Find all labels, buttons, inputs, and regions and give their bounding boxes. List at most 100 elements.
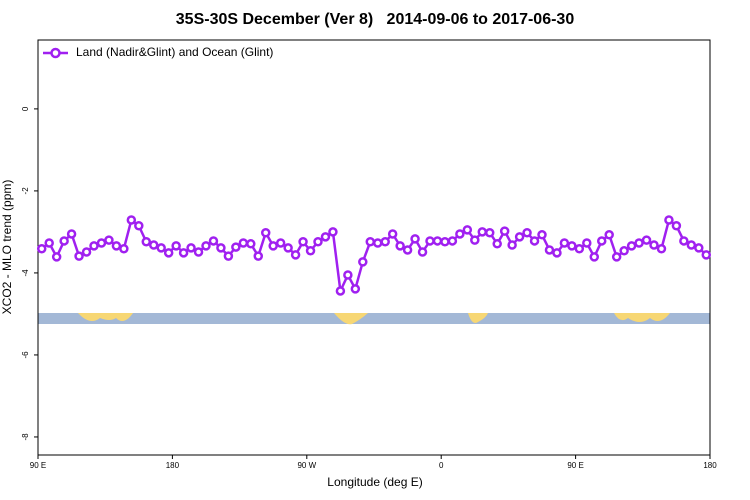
data-point (649, 240, 659, 250)
data-point (156, 243, 166, 253)
data-point (260, 227, 271, 238)
data-point (470, 235, 480, 245)
data-point (163, 248, 174, 258)
data-point (582, 238, 592, 248)
land-patch (468, 313, 488, 323)
x-axis-label: Longitude (deg E) (327, 475, 422, 489)
y-tick-label: -8 (21, 433, 30, 441)
data-point (89, 241, 99, 251)
data-point (141, 237, 152, 247)
data-point (238, 238, 249, 248)
x-tick-label: 90 E (30, 461, 46, 470)
data-point (305, 246, 316, 256)
data-point (51, 252, 62, 262)
data-point (514, 232, 525, 242)
data-point (201, 241, 211, 251)
data-point (395, 241, 405, 251)
data-point (119, 243, 129, 254)
data-point (246, 239, 256, 249)
data-point (275, 238, 286, 248)
chart-title: 35S-30S December (Ver 8) 2014-09-06 to 2… (176, 11, 575, 28)
data-point (701, 250, 712, 260)
data-point (343, 270, 353, 280)
data-point (268, 241, 278, 251)
data-point (552, 248, 562, 258)
data-point (104, 235, 114, 245)
land-patch (78, 313, 133, 322)
data-point (186, 243, 196, 253)
data-point (335, 286, 346, 296)
data-point (529, 236, 540, 246)
data-point (537, 230, 547, 240)
data-point (126, 215, 137, 225)
data-point (96, 238, 107, 248)
data-point (664, 215, 674, 225)
data-point (66, 229, 77, 239)
y-tick-label: -6 (21, 351, 30, 359)
data-point (380, 237, 390, 247)
data-point (298, 237, 308, 247)
data-point (402, 245, 413, 255)
data-point (417, 247, 428, 257)
data-point (656, 243, 667, 254)
data-point (283, 243, 293, 253)
data-point (679, 236, 689, 246)
data-point (223, 251, 234, 261)
data-point (290, 250, 301, 260)
data-point (44, 238, 54, 248)
data-point (74, 251, 84, 261)
data-point (328, 227, 338, 237)
data-point (320, 232, 331, 242)
data-point (111, 241, 122, 251)
data-point (208, 236, 219, 246)
data-point (36, 243, 47, 254)
data-point (492, 239, 502, 249)
x-tick-label: 180 (166, 461, 180, 470)
data-point (313, 237, 323, 247)
x-tick-label: 90 W (297, 461, 316, 470)
data-point (611, 252, 622, 262)
data-point (81, 247, 92, 257)
plot-frame (37, 39, 711, 456)
data-point (604, 230, 614, 240)
legend-label: Land (Nadir&Glint) and Ocean (Glint) (76, 45, 273, 59)
y-axis-label: XCO2 - MLO trend (ppm) (0, 180, 14, 315)
data-line (40, 217, 708, 296)
data-point (193, 247, 204, 257)
y-tick-label: -2 (21, 187, 30, 195)
data-point (522, 227, 532, 238)
data-point (619, 246, 629, 256)
data-point (477, 227, 488, 237)
x-tick-label: 0 (439, 461, 444, 470)
data-point (462, 225, 473, 235)
y-tick-label: 0 (21, 106, 30, 111)
x-tick-label: 180 (703, 461, 717, 470)
data-point (372, 238, 383, 248)
data-point (440, 237, 450, 247)
data-point (589, 252, 600, 262)
land-ocean-strip (38, 313, 710, 325)
data-point (59, 236, 69, 246)
data-point (171, 241, 181, 251)
x-tick-label: 90 E (567, 461, 583, 470)
land-patch (614, 313, 670, 322)
data-point (626, 241, 637, 251)
data-point (253, 251, 264, 261)
data-point (574, 243, 585, 254)
data-point (447, 236, 458, 246)
data-point (686, 240, 697, 250)
data-point (387, 229, 398, 239)
data-point (425, 236, 435, 246)
data-point (634, 238, 644, 248)
data-point (432, 236, 443, 246)
data-point (671, 221, 682, 231)
data-point (544, 245, 555, 255)
data-point (178, 248, 189, 258)
data-point (694, 243, 704, 253)
data-point (134, 221, 144, 231)
data-point (559, 238, 570, 248)
land-patch (334, 313, 368, 325)
data-point (507, 240, 517, 250)
